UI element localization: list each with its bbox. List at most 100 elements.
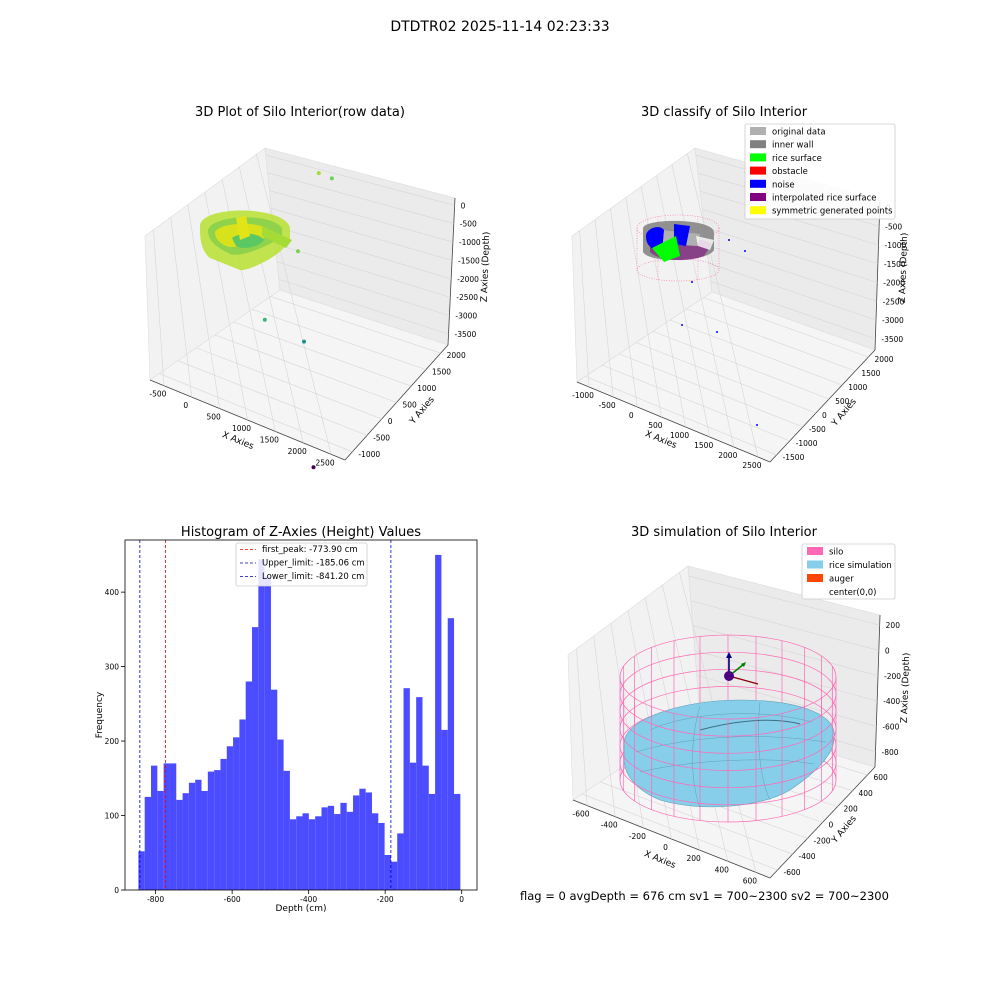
sim-title: 3D simulation of Silo Interior [631, 525, 818, 540]
cls-x-gridline [625, 197, 662, 418]
hist-bar [214, 770, 221, 890]
raw-z-tick-label: -3000 [455, 312, 477, 321]
hist-bar [441, 729, 448, 890]
cls-z-gridline [710, 280, 876, 340]
sim-y-tick-label: -600 [784, 868, 801, 877]
sim-y-tick-label: 600 [874, 773, 889, 782]
sim-y-tick-label: -200 [814, 836, 831, 845]
hist-bar [233, 737, 240, 890]
classify-legend-label: symmetric generated points [772, 207, 893, 217]
hist-bar [157, 790, 164, 890]
cls-z-gridline [704, 226, 878, 283]
hist-bar [163, 763, 170, 890]
hist-bar [239, 719, 246, 890]
cls-y-tick-label: -1500 [783, 453, 805, 462]
sim-silo-wire-front [619, 676, 837, 823]
hist-bar [195, 779, 202, 890]
raw-x-gridline [187, 204, 220, 409]
cls-y-gridline [652, 331, 830, 400]
raw-y-tick-label: 1000 [417, 384, 436, 393]
sim-z-gridline [692, 625, 879, 677]
raw-z-gridline [267, 172, 454, 225]
sim-legend: silo rice simulation auger center(0,0) [801, 543, 896, 600]
sim-z-tick-label: 0 [885, 646, 890, 655]
raw-x-gridline [153, 229, 165, 386]
hist-bar [321, 807, 328, 890]
hist-bars [138, 554, 461, 890]
raw-y-tick-label: -1000 [358, 450, 380, 459]
cls-x-gridline [610, 208, 638, 408]
raw-outlier-point [262, 317, 267, 322]
raw-y-tick-label: 1500 [432, 368, 451, 377]
classify-legend-label: rice surface [772, 154, 822, 164]
classify-y-ticks: -1500 -1000 -500 0 500 1000 1500 2000 [783, 355, 894, 462]
classify-legend-label: noise [772, 180, 795, 190]
sim-x-tick-label: 200 [686, 854, 701, 863]
raw-x-tick-label: 500 [206, 413, 221, 422]
sim-x-tick-label: 400 [715, 865, 730, 874]
classify-legend-label: original data [772, 128, 826, 138]
raw-x-tick-label: 0 [183, 401, 188, 410]
hist-bar [283, 770, 290, 890]
cls-x-tick-label: 1000 [670, 431, 689, 440]
sim-z-ticks: 200 0 -200 -400 -600 -800 [882, 621, 902, 757]
raw-outlier-point [302, 339, 306, 344]
hist-bar [188, 782, 196, 890]
hist-bar [409, 762, 417, 890]
hist-bar [428, 793, 436, 890]
hist-bar [384, 855, 391, 890]
panel-simulation-3d: 3D simulation of Silo Interior -600 -400 -… [567, 525, 912, 886]
raw-x-tick-label: 1000 [232, 424, 251, 433]
cls-z-tick-label: -2500 [883, 297, 905, 306]
hist-bar [340, 802, 347, 890]
raw-y-tick-label: -500 [373, 433, 390, 442]
raw-z-tick-label: -3500 [455, 330, 477, 339]
raw-z-gridline [265, 154, 455, 206]
raw-y-gridline [270, 296, 441, 354]
hist-bar [277, 739, 284, 890]
raw-axes-box [144, 147, 456, 461]
raw-z-tick-label: -1000 [459, 238, 481, 247]
classify-legend-swatch [750, 179, 766, 188]
hist-bar [169, 763, 177, 890]
hist-bar [403, 688, 410, 890]
classify-z-label: Z Axies (Depth) [898, 233, 910, 304]
raw-y-gridline [233, 321, 412, 387]
hist-title: Histogram of Z-Axies (Height) Values [181, 525, 421, 540]
raw-y-gridline [159, 373, 353, 453]
cls-y-gridline [619, 353, 803, 428]
sim-y-label: Y Axies [830, 814, 859, 846]
cls-y-tick-label: 1000 [848, 383, 867, 392]
hist-bar [416, 697, 423, 890]
cls-z-tick-label: -2000 [883, 279, 905, 288]
raw-outlier-point [311, 465, 316, 470]
raw-z-tick-label: -500 [460, 220, 477, 229]
sim-x-tick-label: -400 [601, 821, 618, 830]
raw-y-gridline [177, 360, 368, 436]
raw-outlier-point [329, 176, 334, 181]
sim-legend-swatch [807, 560, 823, 569]
hist-bar [447, 618, 455, 890]
sim-y-tick-label: 200 [844, 805, 859, 814]
sim-x-gridline [576, 648, 588, 806]
hist-legend-label: Lower_limit: -841.20 cm [262, 572, 364, 582]
hist-y-ticks: 0 100 200 300 400 [105, 588, 125, 895]
cls-z-tick-label: -1500 [884, 260, 906, 269]
hist-bar [207, 771, 215, 890]
sim-x-gridline [593, 635, 616, 817]
cls-y-gridline [635, 342, 817, 414]
classify-axes-box [571, 147, 881, 463]
classify-legend-label: inner wall [772, 141, 813, 151]
raw-x-ticks: -500 0 500 1000 1500 2000 2500 [149, 390, 334, 468]
cls-y-tick-label: 1500 [861, 369, 880, 378]
classify-legend-label: interpolated rice surface [772, 194, 877, 204]
hist-bar [334, 814, 341, 890]
raw-outlier-points [262, 171, 334, 470]
classify-legend: original data inner wall rice surface obsta… [744, 123, 896, 220]
raw-z-label: Z Axies (Depth) [480, 232, 492, 303]
hist-bar [315, 816, 322, 890]
sim-x-ticks: -600 -400 -200 0 200 400 600 [573, 810, 758, 886]
sim-z-tick-label: -600 [882, 722, 899, 731]
hist-x-tick-label: -800 [147, 895, 164, 904]
